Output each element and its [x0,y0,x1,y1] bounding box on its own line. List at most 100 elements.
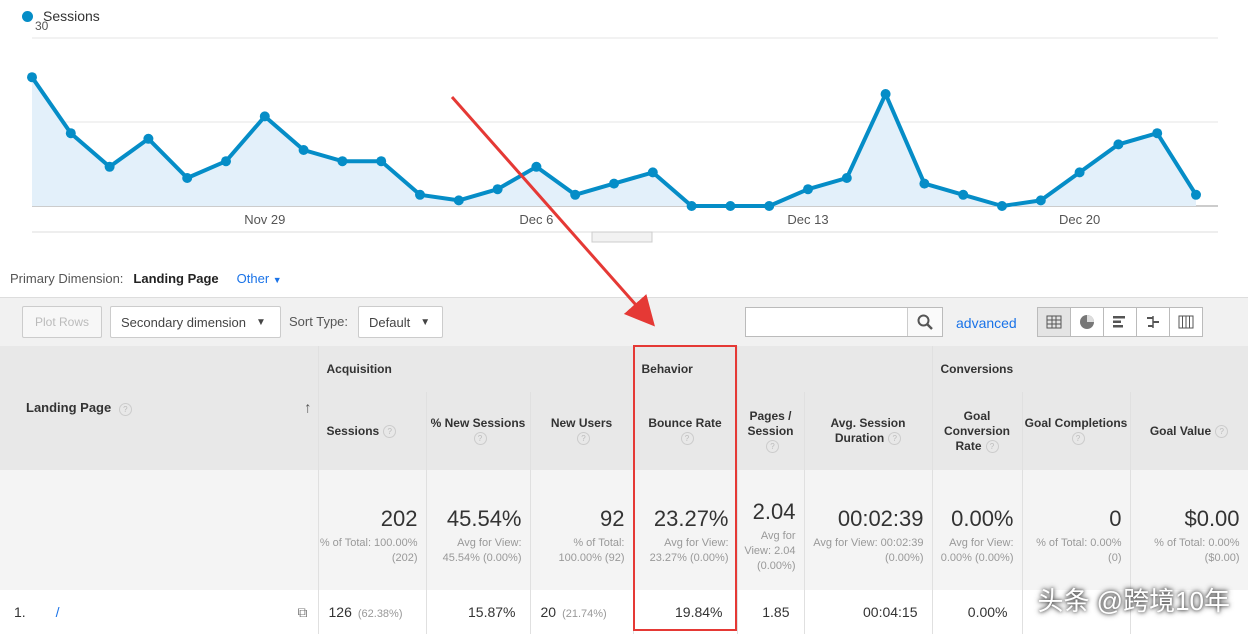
avg-session-duration-header-label: Avg. Session Duration [830,416,906,445]
help-icon: ? [118,402,132,416]
chart-resize-handle [591,231,653,243]
goal-value-header[interactable]: Goal Value? [1130,392,1248,470]
data-point [259,111,270,122]
data-point [337,156,348,167]
total-goal-completions-value: 0 [1109,506,1122,531]
row-sessions: 126 [328,604,352,620]
data-point [570,189,581,200]
help-icon: ? [1215,424,1229,438]
data-point [221,156,231,167]
row-new-sessions: 15.87% [426,590,531,634]
row-new-users-pct: (21.74%) [562,608,607,620]
row-sessions-cell: 126 (62.38%) [318,590,427,634]
search-button[interactable] [907,308,942,336]
sessions-header-label: Sessions [326,423,380,438]
pie-view-button[interactable] [1070,307,1104,337]
help-icon: ? [383,424,397,438]
comparison-view-button[interactable] [1136,307,1170,337]
chart-legend[interactable]: Sessions [22,8,100,24]
total-goal-rate-sub: Avg for View: 0.00% (0.00%) [940,537,1014,564]
row-sessions-pct: (62.38%) [357,608,403,620]
primary-dimension-landing-page[interactable]: Landing Page [133,271,219,286]
data-point [143,133,154,144]
total-new-sessions: 45.54% Avg for View: 45.54% (0.00%) [426,470,531,590]
data-point [958,189,969,200]
sort-type-label: Sort Type: [289,314,349,329]
total-new-users-sub: % of Total: 100.00% (92) [558,537,625,564]
advanced-filter-link[interactable]: advanced [956,315,1017,331]
data-point [1074,167,1085,178]
new-sessions-header-label: % New Sessions [430,416,526,430]
total-bounce-rate-value: 23.27% [653,506,729,531]
plot-rows-button[interactable]: Plot Rows [22,306,102,338]
x-tick-label: Nov 29 [244,212,285,227]
data-point [65,128,76,139]
pages-session-header-label: Pages / Session [747,408,794,438]
total-sessions-sub: % of Total: 100.00% (202) [319,537,418,564]
goal-conversion-rate-header-label: Goal Conversion Rate [943,408,1010,453]
total-pages-session-value: 2.04 [752,498,796,524]
goal-completions-header-label: Goal Completions [1024,416,1128,430]
pie-chart-icon [1080,315,1094,329]
other-label: Other [236,271,270,286]
sessions-area [32,77,1196,206]
view-switcher [1037,307,1203,337]
conversions-group-header: Conversions [932,346,1248,392]
landing-page-cell: 1. / ⧉ [0,590,319,634]
comparison-icon [1147,316,1159,328]
avg-session-duration-header[interactable]: Avg. Session Duration? [804,392,933,470]
data-point [104,161,115,172]
data-point [531,161,542,172]
data-point [764,201,775,211]
row-avg-duration: 00:04:15 [804,590,933,634]
new-sessions-header[interactable]: % New Sessions? [426,392,531,470]
total-avg-duration-sub: Avg for View: 00:02:39 (0.00%) [813,537,924,564]
sort-type-dropdown[interactable]: Default ▼ [358,306,443,338]
total-new-users: 92 % of Total: 100.00% (92) [530,470,634,590]
open-page-icon[interactable]: ⧉ [297,603,308,620]
search-icon [917,314,933,330]
total-goal-value-sub: % of Total: 0.00% ($0.00) [1154,537,1240,564]
data-point [841,173,852,183]
goal-completions-header[interactable]: Goal Completions? [1022,392,1131,470]
data-point [1152,128,1163,139]
pivot-view-button[interactable] [1169,307,1203,337]
total-sessions: 202 % of Total: 100.00% (202) [318,470,427,590]
data-point [647,167,658,178]
table-row[interactable]: 1. / ⧉ 126 (62.38%) 15.87% 20 (21.74%) 19.… [0,590,1248,634]
behavior-group-spacer [737,346,933,392]
sort-type-value: Default [369,314,411,330]
bounce-rate-header-label: Bounce Rate [648,416,722,430]
legend-label: Sessions [43,8,100,24]
goal-conversion-rate-header[interactable]: Goal Conversion Rate? [932,392,1023,470]
total-goal-value-value: $0.00 [1184,506,1240,531]
goal-value-header-label: Goal Value [1149,423,1212,438]
data-point [997,201,1007,211]
landing-page-header-label: Landing Page [26,400,112,416]
caret-down-icon: ▼ [420,316,431,328]
total-new-sessions-value: 45.54% [446,506,522,531]
help-icon: ? [985,439,999,453]
data-point [686,201,697,211]
row-bounce-rate: 19.84% [633,590,738,634]
pages-session-header[interactable]: Pages / Session? [737,392,805,470]
landing-page-header[interactable]: Landing Page ? ↑ [0,346,319,470]
table-search-input[interactable] [745,307,943,337]
sort-arrow-up-icon[interactable]: ↑ [304,399,312,417]
bounce-rate-header[interactable]: Bounce Rate? [633,392,738,470]
total-goal-rate: 0.00% Avg for View: 0.00% (0.00%) [932,470,1023,590]
landing-page-link[interactable]: / [55,603,60,620]
data-point [376,156,387,167]
total-bounce-rate: 23.27% Avg for View: 23.27% (0.00%) [633,470,738,590]
row-goal-rate: 0.00% [932,590,1023,634]
secondary-dimension-dropdown[interactable]: Secondary dimension ▼ [110,306,281,338]
new-users-header[interactable]: New Users? [530,392,634,470]
bar-view-button[interactable] [1103,307,1137,337]
data-point [609,178,619,189]
watermark: 头条 @跨境10年 [1037,586,1230,616]
sessions-header[interactable]: Sessions? [318,392,427,470]
table-view-button[interactable] [1037,307,1071,337]
bar-chart-icon [1113,316,1125,328]
primary-dimension-other[interactable]: Other ▼ [237,271,282,286]
